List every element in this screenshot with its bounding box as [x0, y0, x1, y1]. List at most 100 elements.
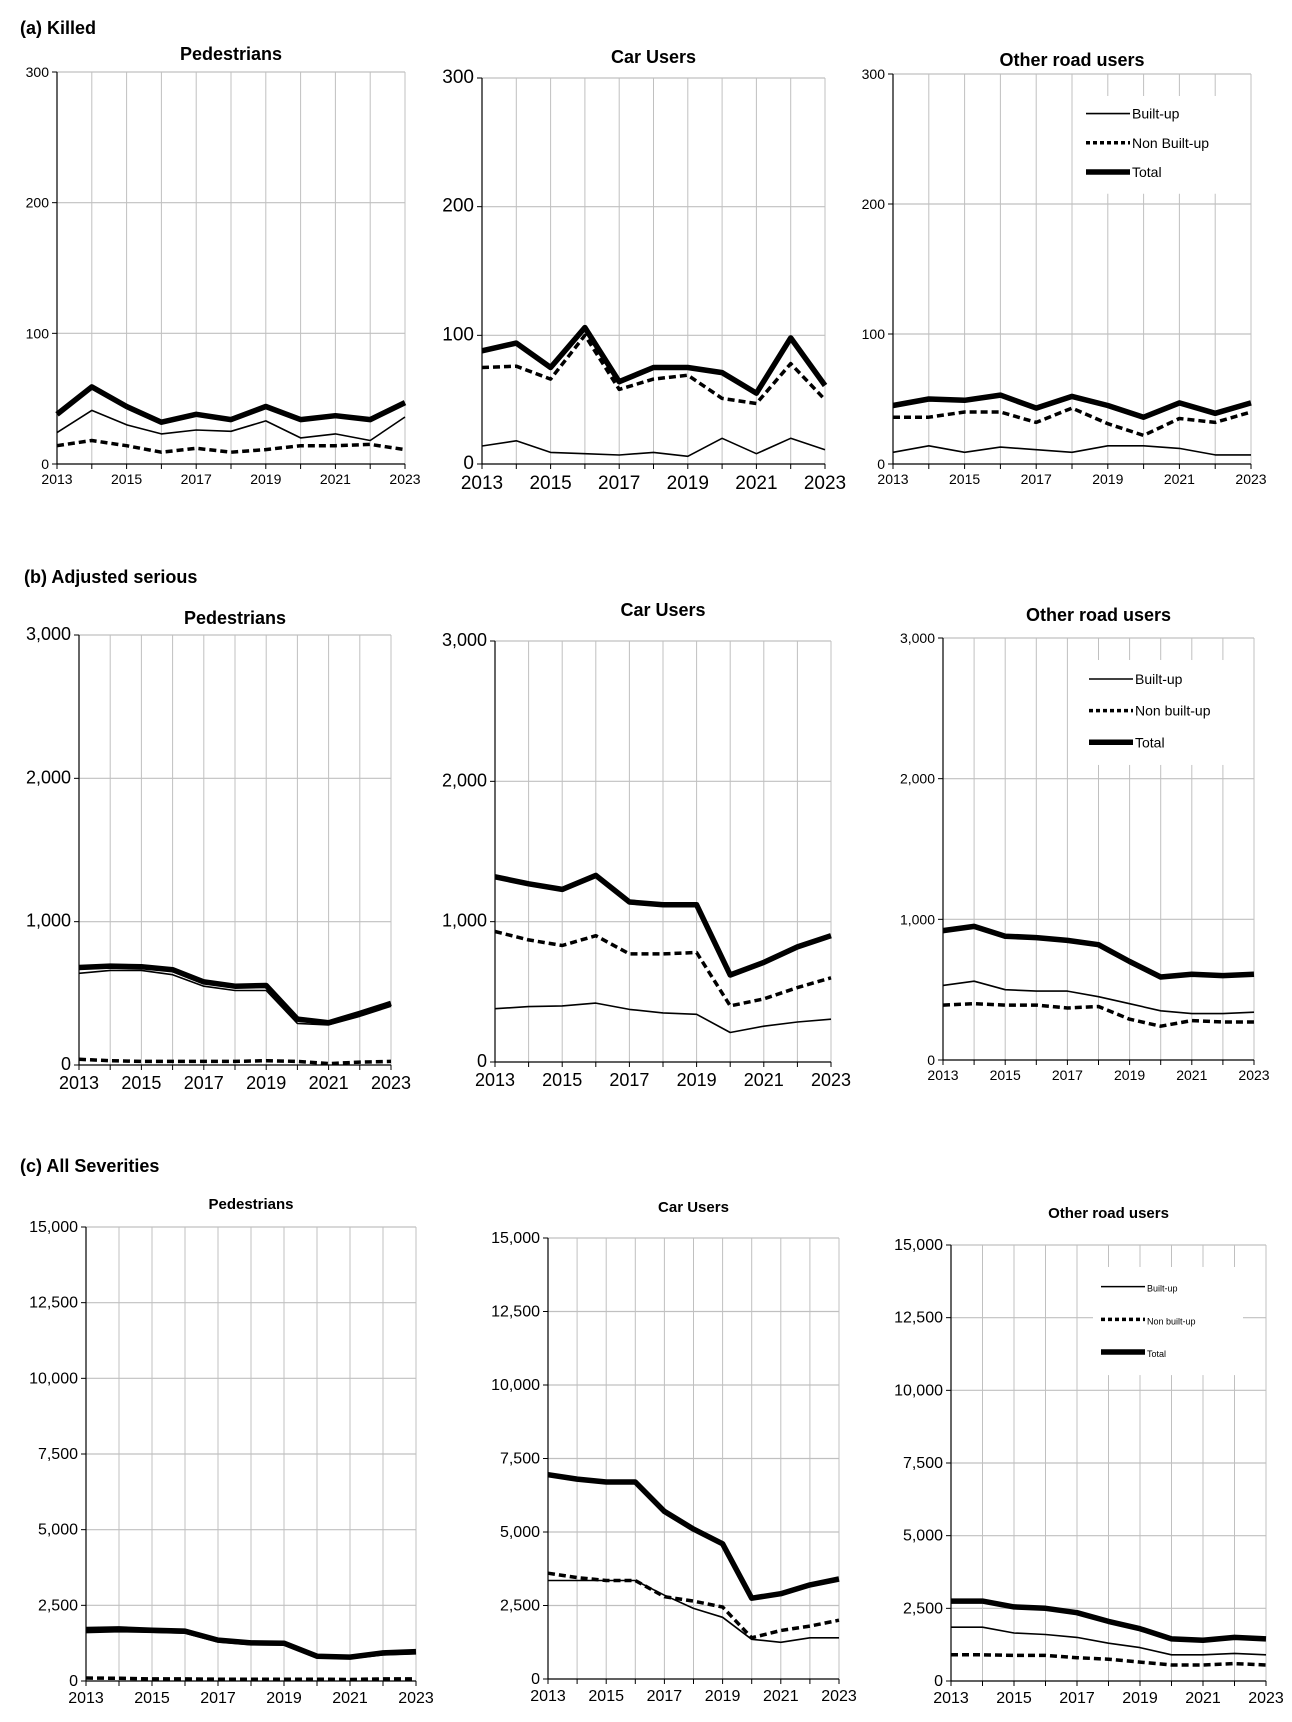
y-tick-label: 0	[531, 1671, 540, 1688]
series-line-non-built-up	[78, 1057, 392, 1066]
y-tick-label: 2,500	[500, 1598, 540, 1615]
series-line-total	[547, 1471, 840, 1601]
x-tick-label: 2021	[744, 1070, 784, 1090]
y-tick-label: 2,000	[26, 767, 71, 787]
x-tick-label: 2015	[529, 473, 571, 494]
legend-box	[1081, 660, 1231, 765]
series-line-built-up	[56, 409, 406, 442]
series-line-built-up	[494, 1002, 832, 1034]
x-tick-label: 2017	[1052, 1067, 1083, 1083]
x-tick-label: 2013	[41, 471, 72, 487]
series-line-non-built-up	[85, 1676, 416, 1682]
legend-label: Non Built-up	[1132, 135, 1209, 151]
y-tick-label: 10,000	[491, 1377, 540, 1394]
chart-title: Other road users	[1048, 1205, 1169, 1222]
x-tick-label: 2017	[1059, 1690, 1095, 1707]
y-tick-label: 2,000	[442, 770, 487, 790]
x-tick-label: 2021	[1164, 471, 1195, 487]
chart--b-adjusted-serious-car-users: Car Users 0 1,000 2,000 3,000 2013 2015 2017 201…	[442, 600, 851, 1090]
legend-label: Total	[1135, 734, 1165, 750]
y-tick-label: 7,500	[500, 1451, 540, 1468]
x-tick-label: 2017	[184, 1073, 224, 1093]
x-tick-label: 2019	[246, 1073, 286, 1093]
chart--a-killed-car-users: Car Users 0 100 200 300 2013 2015 2017 2019 2021 2…	[442, 47, 846, 494]
x-tick-label: 2017	[598, 473, 640, 494]
x-tick-label: 2017	[1021, 471, 1052, 487]
x-tick-label: 2015	[990, 1067, 1021, 1083]
y-tick-label: 0	[934, 1673, 943, 1690]
x-tick-label: 2021	[332, 1690, 368, 1707]
legend-label: Built-up	[1147, 1284, 1178, 1294]
x-tick-label: 2021	[1176, 1067, 1207, 1083]
x-tick-label: 2021	[763, 1688, 799, 1705]
series-line-non-built-up	[547, 1571, 840, 1640]
y-tick-label: 100	[442, 324, 474, 345]
y-tick-label: 0	[477, 1051, 487, 1071]
series-line-total	[85, 1626, 417, 1660]
x-tick-label: 2015	[134, 1690, 170, 1707]
series-line-built-up	[481, 437, 826, 458]
chart--c-all-severities-pedestrians: Pedestrians 0 2,500 5,000 7,500 10,000 12,500 1…	[29, 1196, 434, 1707]
x-tick-label: 2017	[200, 1690, 236, 1707]
y-tick-label: 1,000	[26, 911, 71, 931]
x-tick-label: 2013	[877, 471, 908, 487]
series-line-built-up	[942, 980, 1255, 1015]
series-line-non-built-up	[481, 333, 827, 406]
x-tick-label: 2015	[542, 1070, 582, 1090]
x-tick-label: 2023	[398, 1690, 434, 1707]
x-tick-label: 2015	[111, 471, 142, 487]
series-line-built-up	[951, 1626, 1267, 1656]
x-tick-label: 2021	[1185, 1690, 1221, 1707]
y-tick-label: 5,000	[38, 1522, 78, 1539]
x-tick-label: 2015	[588, 1688, 624, 1705]
y-tick-label: 200	[862, 196, 886, 212]
x-tick-label: 2023	[811, 1070, 851, 1090]
series-line-non-built-up	[494, 929, 832, 1008]
chart-title: Other road users	[1026, 605, 1171, 625]
chart--b-adjusted-serious-other-road-users: Other road users 0 1,000 2,000 3,000 2013 2015…	[900, 605, 1270, 1083]
section-heading-all-severities: (c) All Severities	[20, 1156, 160, 1176]
series-line-total	[78, 963, 392, 1026]
y-tick-label: 0	[41, 456, 49, 472]
y-tick-label: 0	[927, 1052, 935, 1068]
y-tick-label: 15,000	[491, 1230, 540, 1247]
series-line-total	[892, 392, 1252, 420]
y-tick-label: 5,000	[903, 1528, 943, 1545]
x-tick-label: 2017	[647, 1688, 683, 1705]
series-line-non-built-up	[951, 1653, 1267, 1667]
y-tick-label: 200	[442, 196, 474, 217]
y-tick-label: 100	[26, 325, 50, 341]
legend-box	[1078, 96, 1228, 194]
x-tick-label: 2015	[949, 471, 980, 487]
section-heading-killed: (a) Killed	[20, 18, 97, 38]
legend-label: Built-up	[1132, 106, 1180, 122]
x-tick-label: 2013	[933, 1690, 969, 1707]
y-tick-label: 0	[877, 456, 885, 472]
series-line-non-built-up	[893, 406, 1252, 438]
y-tick-label: 0	[61, 1054, 71, 1074]
x-tick-label: 2019	[250, 471, 281, 487]
x-tick-label: 2023	[371, 1073, 411, 1093]
series-line-total	[494, 872, 832, 978]
y-tick-label: 2,500	[38, 1597, 78, 1614]
x-tick-label: 2019	[1092, 471, 1123, 487]
x-tick-label: 2023	[1238, 1067, 1269, 1083]
y-tick-label: 1,000	[900, 911, 935, 927]
legend-label: Total	[1132, 164, 1162, 180]
series-line-total	[481, 324, 828, 396]
y-tick-label: 300	[862, 66, 886, 82]
y-tick-label: 0	[463, 453, 474, 474]
series-line-total	[951, 1598, 1267, 1644]
y-tick-label: 3,000	[900, 630, 935, 646]
x-tick-label: 2017	[609, 1070, 649, 1090]
chart-title: Pedestrians	[208, 1196, 293, 1213]
x-tick-label: 2013	[530, 1688, 566, 1705]
chart-title: Car Users	[620, 600, 705, 620]
chart-title: Pedestrians	[180, 44, 282, 64]
series-line-total	[942, 923, 1255, 980]
x-tick-label: 2015	[121, 1073, 161, 1093]
y-tick-label: 300	[26, 64, 50, 80]
chart--c-all-severities-car-users: Car Users 0 2,500 5,000 7,500 10,000 12,500 15,…	[491, 1199, 857, 1705]
x-tick-label: 2013	[59, 1073, 99, 1093]
